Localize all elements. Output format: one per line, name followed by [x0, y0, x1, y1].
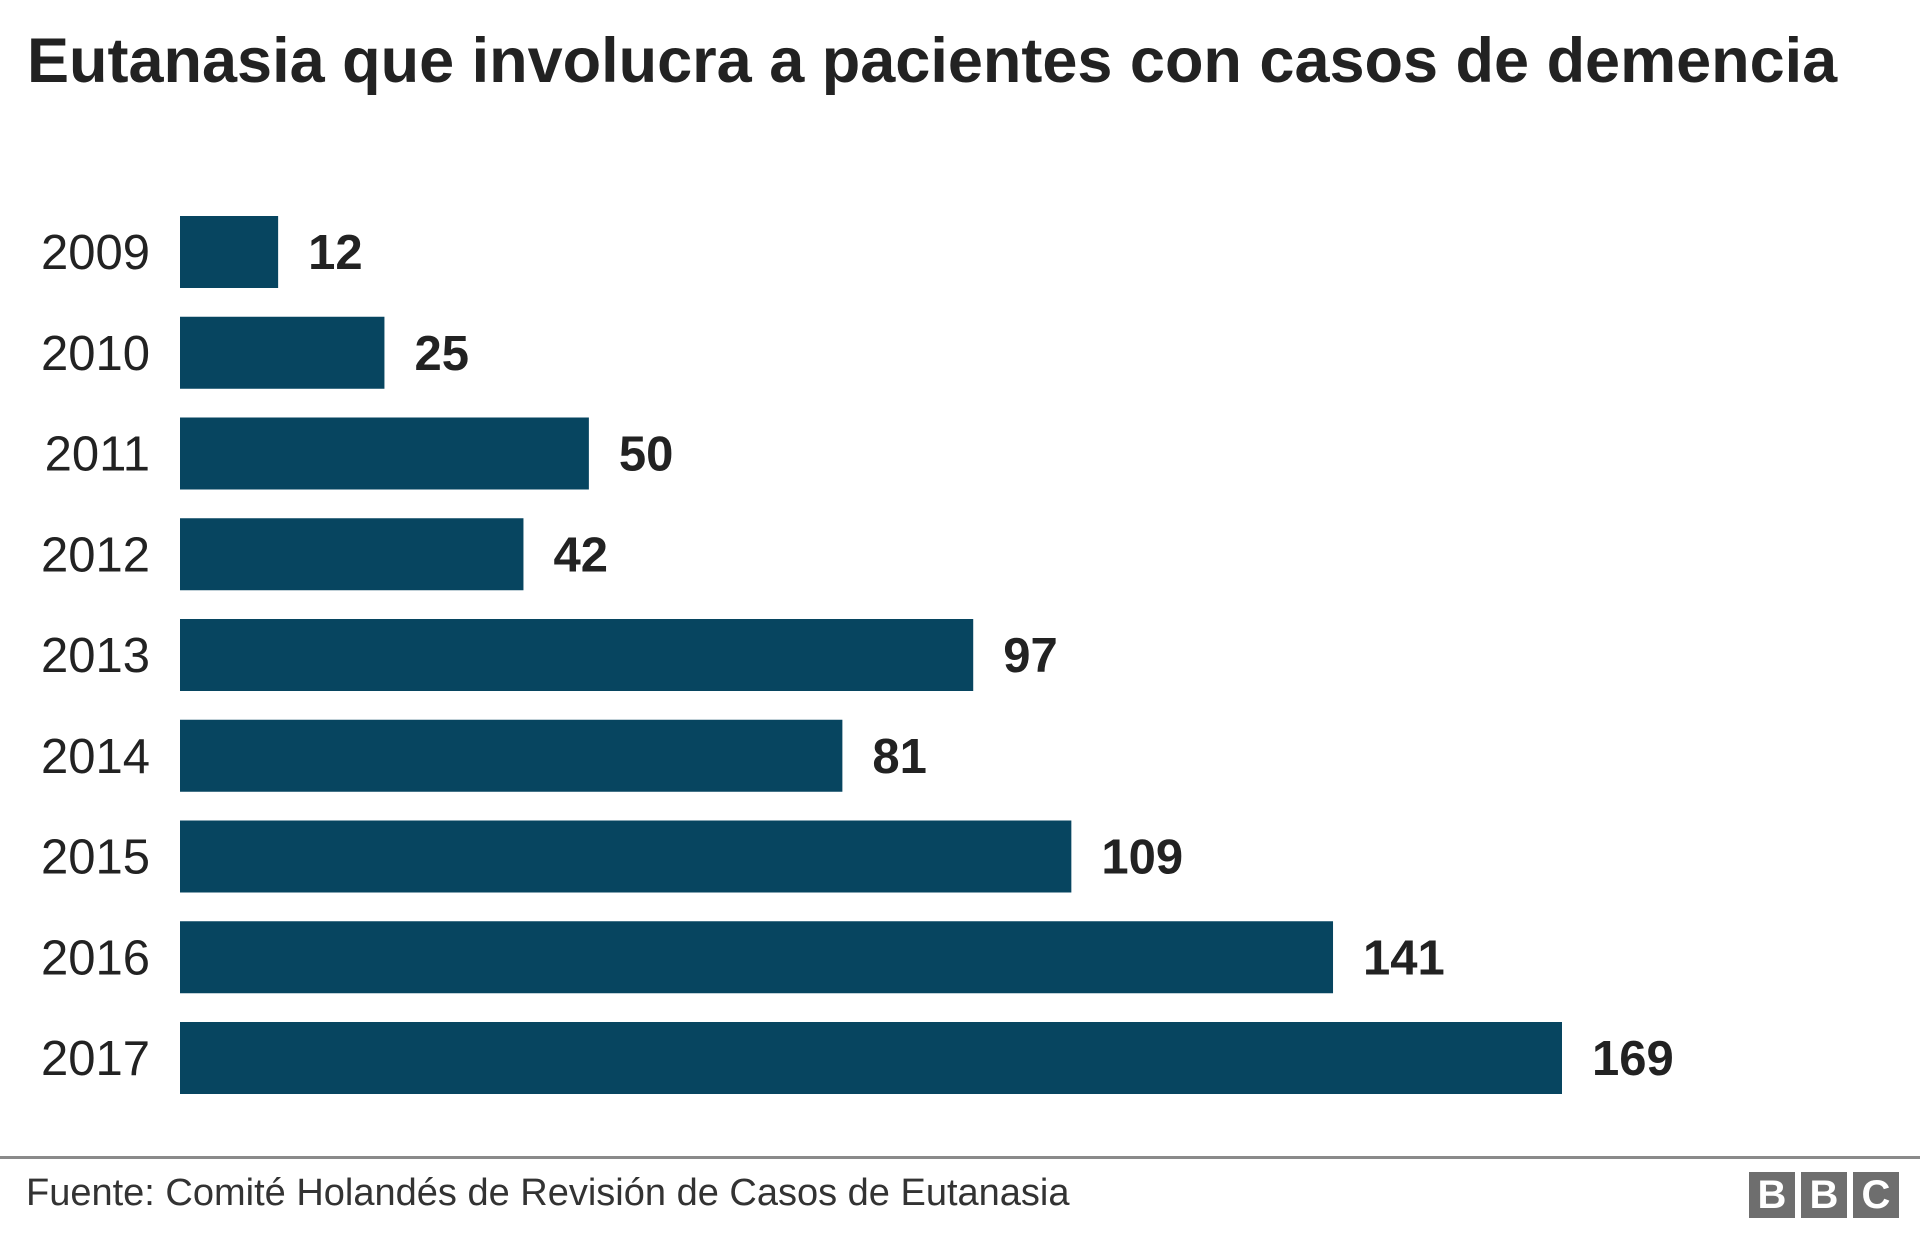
category-label: 2016 — [41, 931, 150, 985]
category-label: 2012 — [41, 528, 150, 582]
bar-2013 — [180, 619, 974, 691]
bar-2016 — [180, 921, 1334, 994]
source-note: Fuente: Comité Holandés de Revisión de C… — [26, 1172, 1070, 1214]
chart-title: Eutanasia que involucra a pacientes con … — [27, 26, 1838, 96]
data-label: 81 — [872, 730, 927, 784]
category-label: 2011 — [45, 428, 150, 482]
bar-2017 — [180, 1022, 1562, 1094]
category-label: 2014 — [41, 730, 150, 784]
logo-letter: B — [1749, 1172, 1795, 1218]
category-label: 2015 — [41, 831, 150, 885]
data-label: 50 — [619, 428, 674, 482]
data-label: 12 — [308, 226, 363, 280]
category-label: 2013 — [41, 629, 150, 683]
category-label: 2017 — [41, 1032, 150, 1086]
logo-letter: C — [1853, 1172, 1899, 1218]
category-label: 2010 — [41, 327, 150, 381]
bbc-logo: B B C — [1749, 1172, 1899, 1218]
bar-chart: 2009 12 2010 25 2011 50 2012 42 2013 97 2014 81 2015… — [41, 216, 1674, 1094]
bar-2009 — [180, 216, 279, 288]
footer-divider — [0, 1156, 1920, 1159]
data-label: 141 — [1363, 931, 1445, 985]
bar-2012 — [180, 518, 524, 591]
data-label: 97 — [1003, 629, 1058, 683]
bar-2015 — [180, 820, 1072, 893]
data-label: 42 — [553, 528, 608, 582]
data-label: 25 — [414, 327, 469, 381]
logo-letter: B — [1801, 1172, 1847, 1218]
category-label: 2009 — [41, 226, 150, 280]
data-label: 169 — [1592, 1032, 1674, 1086]
bar-2010 — [180, 316, 385, 389]
bar-2011 — [180, 417, 589, 490]
data-label: 109 — [1101, 831, 1183, 885]
bar-2014 — [180, 719, 843, 792]
